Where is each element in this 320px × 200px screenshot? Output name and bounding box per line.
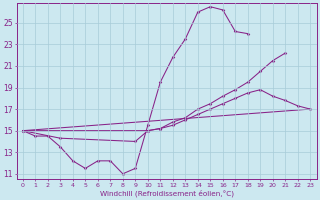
X-axis label: Windchill (Refroidissement éolien,°C): Windchill (Refroidissement éolien,°C)	[100, 189, 234, 197]
